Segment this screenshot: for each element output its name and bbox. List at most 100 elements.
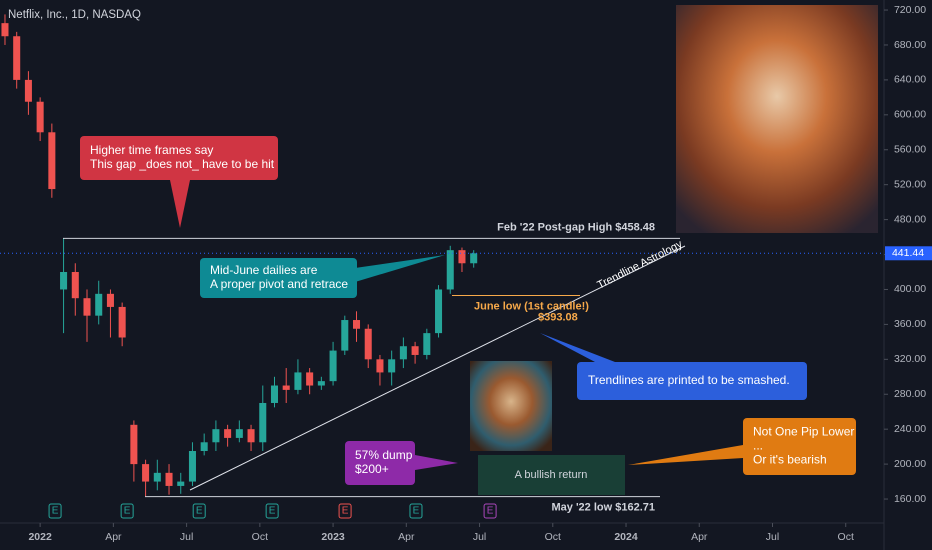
level-label: May '22 low $162.71 (551, 502, 655, 514)
candle-body (329, 350, 337, 382)
candle-body (470, 253, 478, 264)
callout-box (200, 258, 357, 298)
candle-body (282, 385, 290, 390)
earnings-label: E (342, 506, 349, 517)
candle-body (399, 346, 407, 360)
candle-body (13, 36, 21, 80)
y-tick-label: 360.00 (894, 318, 926, 330)
candle-body (1, 23, 9, 37)
x-tick-label: Apr (691, 531, 708, 543)
trendline (189, 245, 686, 491)
x-tick-label: Jul (180, 531, 193, 543)
symbol-header: Netflix, Inc., 1D, NASDAQ (8, 9, 141, 21)
earnings-label: E (124, 506, 131, 517)
candle-body (341, 320, 349, 351)
y-tick-label: 280.00 (894, 388, 926, 400)
level-label: June low (1st candle!) (474, 300, 589, 312)
y-tick-label: 520.00 (894, 178, 926, 190)
callout-text: Not One Pip Lower (753, 425, 854, 439)
y-tick-label: 720.00 (894, 4, 926, 16)
candle-body (423, 333, 431, 355)
candle-body (188, 451, 196, 482)
callout-box (743, 418, 856, 475)
x-tick-label: 2023 (321, 531, 345, 543)
y-tick-label: 680.00 (894, 39, 926, 51)
earnings-label: E (196, 506, 203, 517)
callout-text: Mid-June dailies are (210, 263, 318, 277)
callout-box (80, 136, 278, 180)
candle-body (60, 272, 68, 290)
candle-body (165, 472, 173, 486)
candle-body (95, 293, 103, 316)
earnings-marker (120, 503, 134, 519)
y-tick-label: 640.00 (894, 74, 926, 86)
x-tick-label: Oct (838, 531, 854, 543)
candle-body (446, 250, 454, 290)
candle-body (83, 298, 91, 316)
y-tick-label: 400.00 (894, 283, 926, 295)
candle-body (130, 424, 138, 465)
callout-text: Higher time frames say (90, 143, 213, 157)
candle-body (376, 359, 384, 373)
candle-body (306, 372, 314, 386)
y-tick-label: 560.00 (894, 144, 926, 156)
earnings-marker (483, 503, 497, 519)
callout-text: A proper pivot and retrace (210, 277, 348, 291)
x-tick-label: Apr (398, 531, 415, 543)
earnings-marker (409, 503, 423, 519)
callout-box (345, 441, 415, 485)
y-tick-label: 240.00 (894, 423, 926, 435)
candle-body (247, 429, 255, 443)
artwork (470, 361, 552, 451)
last-price-label: 441.44 (892, 247, 924, 259)
callout-pointer (628, 445, 743, 465)
candle-body (364, 328, 372, 360)
earnings-marker (265, 503, 279, 519)
last-price-badge (885, 246, 932, 261)
candle-body (235, 429, 243, 438)
candle-body (71, 272, 79, 299)
earnings-marker (192, 503, 206, 519)
callout-pointer (170, 180, 190, 228)
callout-pointer (540, 333, 615, 362)
candle-body (388, 359, 396, 373)
candle-body (224, 429, 232, 438)
earnings-marker (48, 503, 62, 519)
x-tick-label: 2022 (28, 531, 52, 543)
artwork (676, 5, 878, 233)
candle-body (317, 381, 325, 386)
earnings-label: E (413, 506, 420, 517)
x-tick-label: 2024 (614, 531, 638, 543)
candle-body (352, 320, 361, 329)
bullish-box-label: A bullish return (515, 469, 588, 481)
candle-body (435, 289, 443, 334)
earnings-label: E (52, 506, 59, 517)
candle-body (212, 429, 220, 443)
callout-text: Or it's bearish (753, 453, 827, 467)
y-tick-label: 160.00 (894, 493, 926, 505)
candle-body (294, 372, 302, 390)
candle-body (153, 472, 161, 482)
bullish-box (478, 455, 625, 495)
x-tick-label: Oct (252, 531, 268, 543)
candle-body (142, 464, 150, 482)
callout-pointer (355, 255, 445, 282)
earnings-label: E (269, 506, 276, 517)
candle-body (411, 346, 419, 355)
candle-body (24, 79, 32, 102)
candle-body (458, 250, 466, 264)
candle-body (259, 402, 267, 443)
level-label: Feb '22 Post-gap High $458.48 (497, 221, 655, 233)
candle-body (177, 481, 185, 486)
callout-text: $200+ (355, 462, 389, 476)
candle-body (36, 101, 44, 133)
callout-text: Trendlines are printed to be smashed. (588, 373, 790, 387)
candle-body (270, 385, 279, 403)
candle-body (118, 306, 126, 338)
y-tick-label: 200.00 (894, 458, 926, 470)
x-tick-label: Apr (105, 531, 122, 543)
callout-box (577, 362, 807, 400)
level-price-label: $393.08 (538, 311, 578, 323)
callout-pointer (415, 455, 458, 470)
